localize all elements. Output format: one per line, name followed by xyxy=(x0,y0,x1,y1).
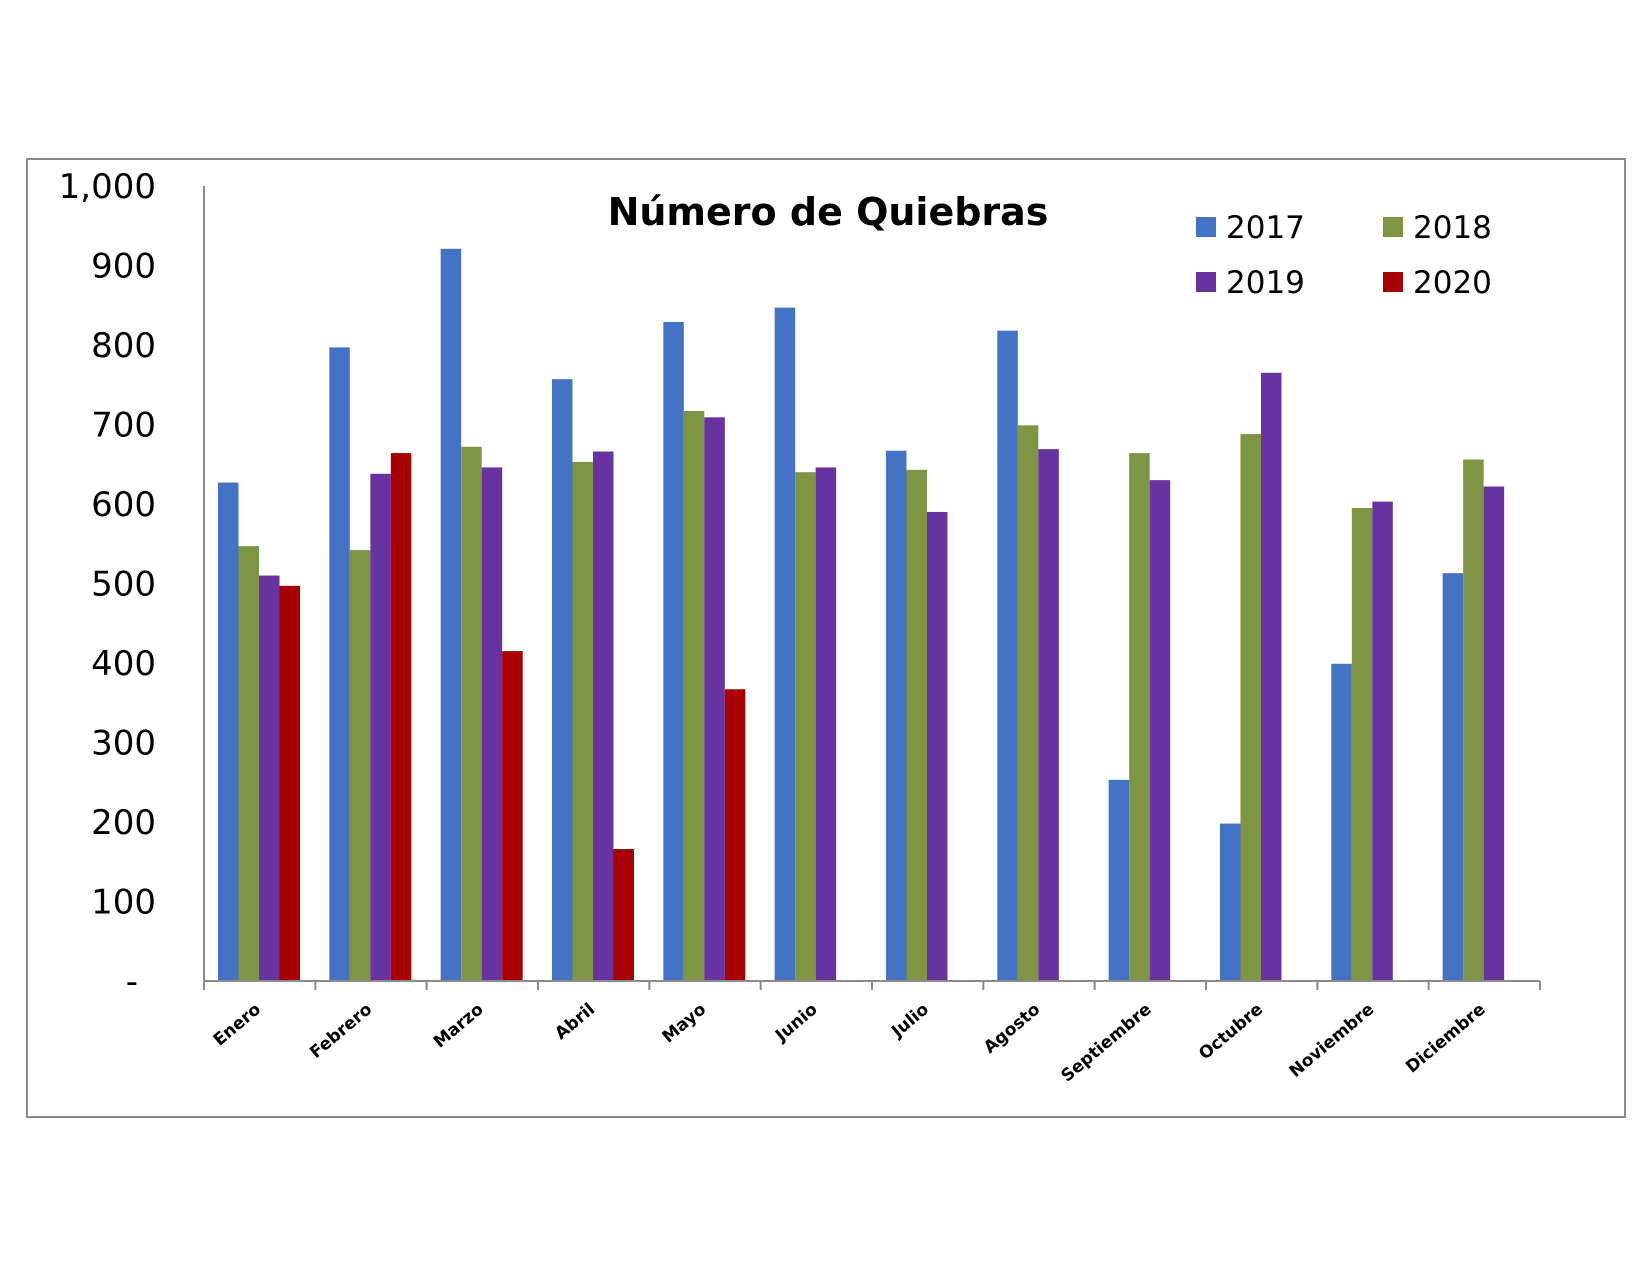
bar-2018-junio xyxy=(795,472,816,981)
bars-group xyxy=(218,248,1505,982)
bar-2018-septiembre xyxy=(1129,453,1150,981)
bar-2019-febrero xyxy=(370,473,391,981)
bar-2019-junio xyxy=(815,467,837,981)
bar-2020-enero xyxy=(279,585,300,981)
chart-title: Número de Quiebras xyxy=(608,190,1049,234)
y-tick-label: 300 xyxy=(91,724,156,764)
bar-2017-abril xyxy=(552,379,573,981)
y-tick-label: 1,000 xyxy=(59,167,156,207)
x-category-label: Junio xyxy=(771,1000,821,1047)
y-tick-label: 500 xyxy=(91,565,156,605)
legend-label-2020: 2020 xyxy=(1413,265,1492,301)
bar-2020-febrero xyxy=(390,453,412,981)
bar-2019-octubre xyxy=(1261,372,1282,982)
bar-2018-agosto xyxy=(1017,425,1039,981)
x-category-label: Febrero xyxy=(306,1000,376,1063)
bar-2017-febrero xyxy=(329,347,350,981)
bar-2019-enero xyxy=(259,575,280,981)
bar-2019-diciembre xyxy=(1483,486,1505,981)
bar-2018-abril xyxy=(572,461,593,981)
bar-2019-agosto xyxy=(1038,449,1059,981)
bar-2017-julio xyxy=(886,450,907,981)
y-tick-labels: - 100 200 300 400 500 600 700 800 900 1,000 xyxy=(59,167,156,1002)
bar-2017-marzo xyxy=(440,248,462,982)
bar-2020-marzo xyxy=(502,651,523,981)
bar-2017-diciembre xyxy=(1442,573,1464,981)
bar-2017-octubre xyxy=(1220,823,1241,981)
y-tick-label: 800 xyxy=(91,326,156,366)
y-tick-label: 400 xyxy=(91,644,156,684)
x-category-label: Noviembre xyxy=(1286,1000,1379,1082)
bar-2018-noviembre xyxy=(1351,507,1373,981)
x-category-label: Agosto xyxy=(980,1000,1044,1058)
legend-swatch-2017 xyxy=(1196,217,1216,237)
bar-2017-junio xyxy=(774,307,796,981)
bar-2019-julio xyxy=(927,511,948,981)
y-tick-label: 600 xyxy=(91,485,156,525)
x-category-label: Octubre xyxy=(1195,1000,1267,1065)
legend-swatch-2018 xyxy=(1383,217,1403,237)
x-category-label: Abril xyxy=(551,1000,599,1044)
axes-group xyxy=(203,186,1541,990)
legend-swatch-2020 xyxy=(1383,272,1403,292)
bar-2018-marzo xyxy=(461,446,482,981)
y-tick-label: 900 xyxy=(91,247,156,287)
y-tick-label: 200 xyxy=(91,803,156,843)
bar-2017-agosto xyxy=(997,330,1018,981)
bar-2017-mayo xyxy=(663,321,684,981)
bar-2019-noviembre xyxy=(1372,501,1393,981)
x-category-label: Julio xyxy=(887,1000,933,1043)
bar-2018-octubre xyxy=(1240,434,1261,981)
bar-2018-mayo xyxy=(683,410,705,981)
y-tick-label: 100 xyxy=(91,883,156,923)
bar-2018-diciembre xyxy=(1463,459,1484,982)
bar-2017-noviembre xyxy=(1331,663,1352,981)
x-category-label: Mayo xyxy=(659,1000,711,1048)
x-category-label: Diciembre xyxy=(1402,1000,1489,1078)
x-category-label: Marzo xyxy=(430,1000,488,1053)
bar-2018-enero xyxy=(238,546,259,981)
legend-label-2017: 2017 xyxy=(1226,210,1305,246)
x-category-label: Enero xyxy=(210,1000,265,1051)
legend-swatch-2019 xyxy=(1196,272,1216,292)
bar-2020-abril xyxy=(613,849,634,981)
bar-2019-abril xyxy=(593,451,614,981)
legend-label-2018: 2018 xyxy=(1413,210,1492,246)
legend: 2017 2018 2019 2020 xyxy=(1196,210,1492,301)
bar-2020-mayo xyxy=(724,689,746,981)
bar-2019-septiembre xyxy=(1149,480,1171,981)
y-tick-label: - xyxy=(126,962,138,1002)
bar-2019-marzo xyxy=(481,467,503,981)
bar-2018-julio xyxy=(906,469,927,981)
y-tick-label: 700 xyxy=(91,406,156,446)
bar-2019-mayo xyxy=(704,417,725,982)
x-category-label: Septiembre xyxy=(1057,1000,1155,1087)
bar-2018-febrero xyxy=(349,550,371,981)
bar-2017-septiembre xyxy=(1108,779,1130,981)
legend-label-2019: 2019 xyxy=(1226,265,1305,301)
bar-2017-enero xyxy=(218,482,239,981)
x-category-labels: Enero Febrero Marzo Abril Mayo Junio Julio Agos… xyxy=(210,1000,1490,1087)
